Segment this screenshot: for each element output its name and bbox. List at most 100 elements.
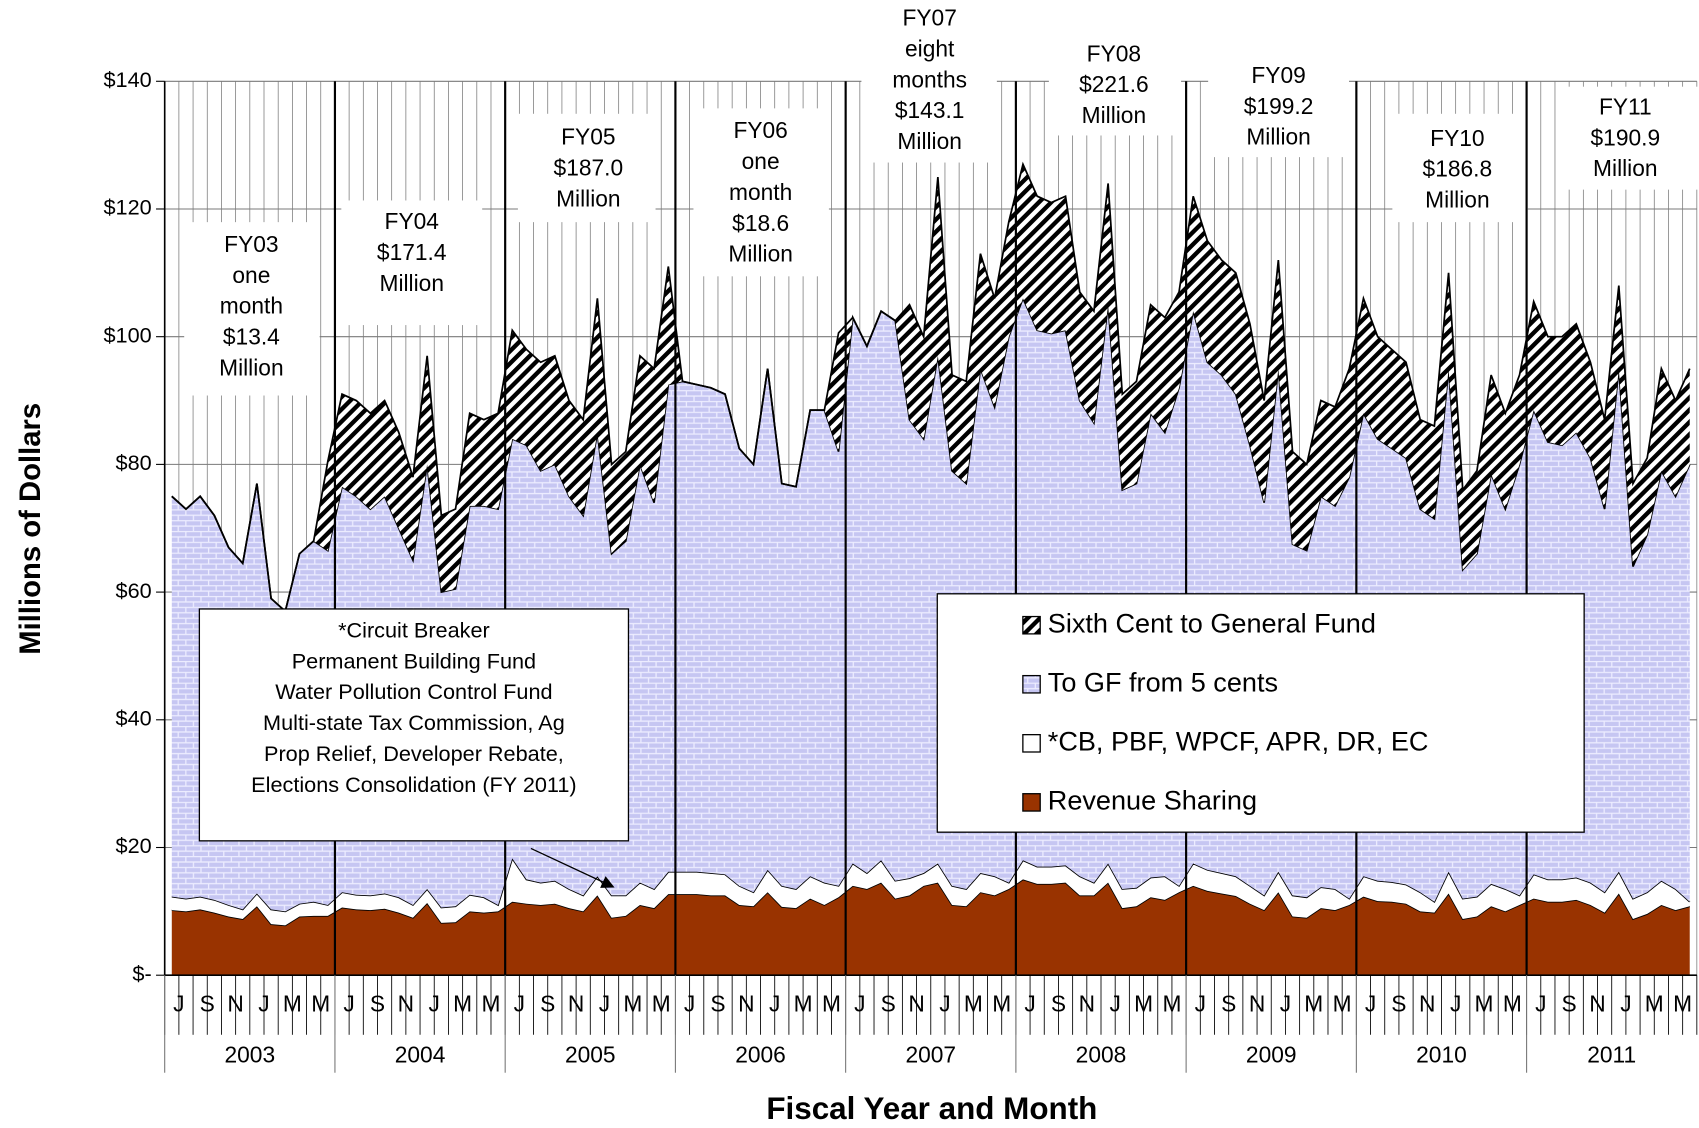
annotation-text: FY11 <box>1599 93 1652 119</box>
annotation-box <box>1048 32 1182 136</box>
note-arrow <box>530 847 615 888</box>
annotation-box <box>184 222 320 396</box>
annotation-box <box>693 108 829 277</box>
x-tick-label: J <box>1024 991 1035 1017</box>
x-tick-label: M <box>453 991 472 1017</box>
legend-swatch <box>1022 734 1041 753</box>
area <box>171 164 1690 612</box>
annotation-text: $171.4 <box>377 239 447 265</box>
annotation-text: $13.4 <box>223 324 280 350</box>
x-tick-label: N <box>1589 991 1605 1017</box>
x-tick-label: S <box>881 991 896 1017</box>
legend-label: Sixth Cent to General Fund <box>1048 607 1376 638</box>
x-tick-label: J <box>343 991 354 1017</box>
annotation-box <box>1560 86 1699 190</box>
annotation-text: one <box>232 262 270 288</box>
annotation-text: Million <box>380 270 444 296</box>
x-tick-label: J <box>173 991 184 1017</box>
x-tick-label: S <box>1221 991 1236 1017</box>
annotation-text: Million <box>897 128 961 154</box>
annotation-text: Million <box>1246 124 1310 150</box>
annotation-text: $18.6 <box>732 210 789 236</box>
legend-label: Revenue Sharing <box>1048 785 1257 816</box>
x-tick-label: J <box>1535 991 1546 1017</box>
annotation-text: FY03 <box>224 231 278 257</box>
annotation-text: Million <box>556 185 620 211</box>
annotation-box <box>341 200 483 326</box>
x-tick-label: S <box>710 991 725 1017</box>
legend-label: To GF from 5 cents <box>1048 666 1278 697</box>
x-tick-label: J <box>684 991 695 1017</box>
note-text: Water Pollution Control Fund <box>275 679 552 704</box>
annotation-text: eight <box>905 35 955 61</box>
annotation-text: Million <box>728 241 792 267</box>
annotation-text: $143.1 <box>895 97 965 123</box>
x-tick-label: N <box>227 991 243 1017</box>
note-box <box>198 608 630 842</box>
x-tick-label: M <box>1673 991 1692 1017</box>
annotation-text: $187.0 <box>554 155 624 181</box>
x-tick-label: M <box>1503 991 1522 1017</box>
legend-swatch <box>1022 615 1041 635</box>
annotation-text: one <box>742 148 780 174</box>
year-label: 2005 <box>565 1041 616 1067</box>
x-tick-label: N <box>1419 991 1435 1017</box>
x-tick-label: N <box>1079 991 1095 1017</box>
annotation-text: month <box>729 179 792 205</box>
x-tick-label: M <box>794 991 813 1017</box>
legend-swatch <box>1022 674 1041 694</box>
x-tick-label: S <box>1391 991 1406 1017</box>
x-tick-label: S <box>370 991 385 1017</box>
x-tick-label: S <box>1051 991 1066 1017</box>
x-tick-label: J <box>1450 991 1461 1017</box>
annotation-box <box>1392 113 1528 223</box>
year-label: 2008 <box>1076 1041 1127 1067</box>
area <box>171 858 1690 926</box>
x-tick-label: J <box>769 991 780 1017</box>
note-text: Prop Relief, Developer Rebate, <box>264 741 564 766</box>
x-tick-label: M <box>1333 991 1352 1017</box>
area-edge <box>171 161 1691 613</box>
annotation-text: FY08 <box>1087 40 1141 66</box>
x-tick-label: J <box>258 991 269 1017</box>
annotation-text: $199.2 <box>1244 93 1314 119</box>
year-label: 2011 <box>1587 1041 1636 1067</box>
legend-box <box>936 593 1585 833</box>
x-tick-label: N <box>568 991 584 1017</box>
annotation-text: $190.9 <box>1591 124 1661 150</box>
x-tick-label: N <box>398 991 414 1017</box>
x-tick-label: N <box>1249 991 1265 1017</box>
x-tick-label: J <box>514 991 525 1017</box>
year-label: 2009 <box>1246 1041 1297 1067</box>
annotation-text: FY07 <box>902 5 956 31</box>
year-label: 2006 <box>735 1041 786 1067</box>
annotation-text: Million <box>1425 187 1489 213</box>
annotation-text: FY10 <box>1430 125 1484 151</box>
y-tick-label: $40 <box>116 706 152 731</box>
x-tick-label: M <box>1645 991 1664 1017</box>
x-tick-label: S <box>200 991 215 1017</box>
x-tick-label: J <box>429 991 440 1017</box>
annotation-text: Million <box>1082 102 1146 128</box>
x-tick-label: M <box>1134 991 1153 1017</box>
x-tick-label: J <box>599 991 610 1017</box>
note-text: *Circuit Breaker <box>338 617 490 642</box>
year-label: 2010 <box>1416 1041 1467 1067</box>
x-tick-label: J <box>1620 991 1631 1017</box>
area <box>171 879 1690 976</box>
x-tick-label: N <box>908 991 924 1017</box>
y-tick-label: $140 <box>104 67 152 92</box>
year-label: 2007 <box>905 1041 956 1067</box>
x-axis-title: Fiscal Year and Month <box>766 1091 1097 1126</box>
x-tick-label: N <box>738 991 754 1017</box>
annotation-text: months <box>892 66 967 92</box>
y-tick-label: $- <box>132 961 151 986</box>
x-tick-label: M <box>652 991 671 1017</box>
annotation-text: Million <box>219 355 283 381</box>
x-tick-label: M <box>623 991 642 1017</box>
annotation-text: month <box>220 293 283 319</box>
year-label: 2003 <box>225 1041 276 1067</box>
annotation-text: FY05 <box>561 124 615 150</box>
